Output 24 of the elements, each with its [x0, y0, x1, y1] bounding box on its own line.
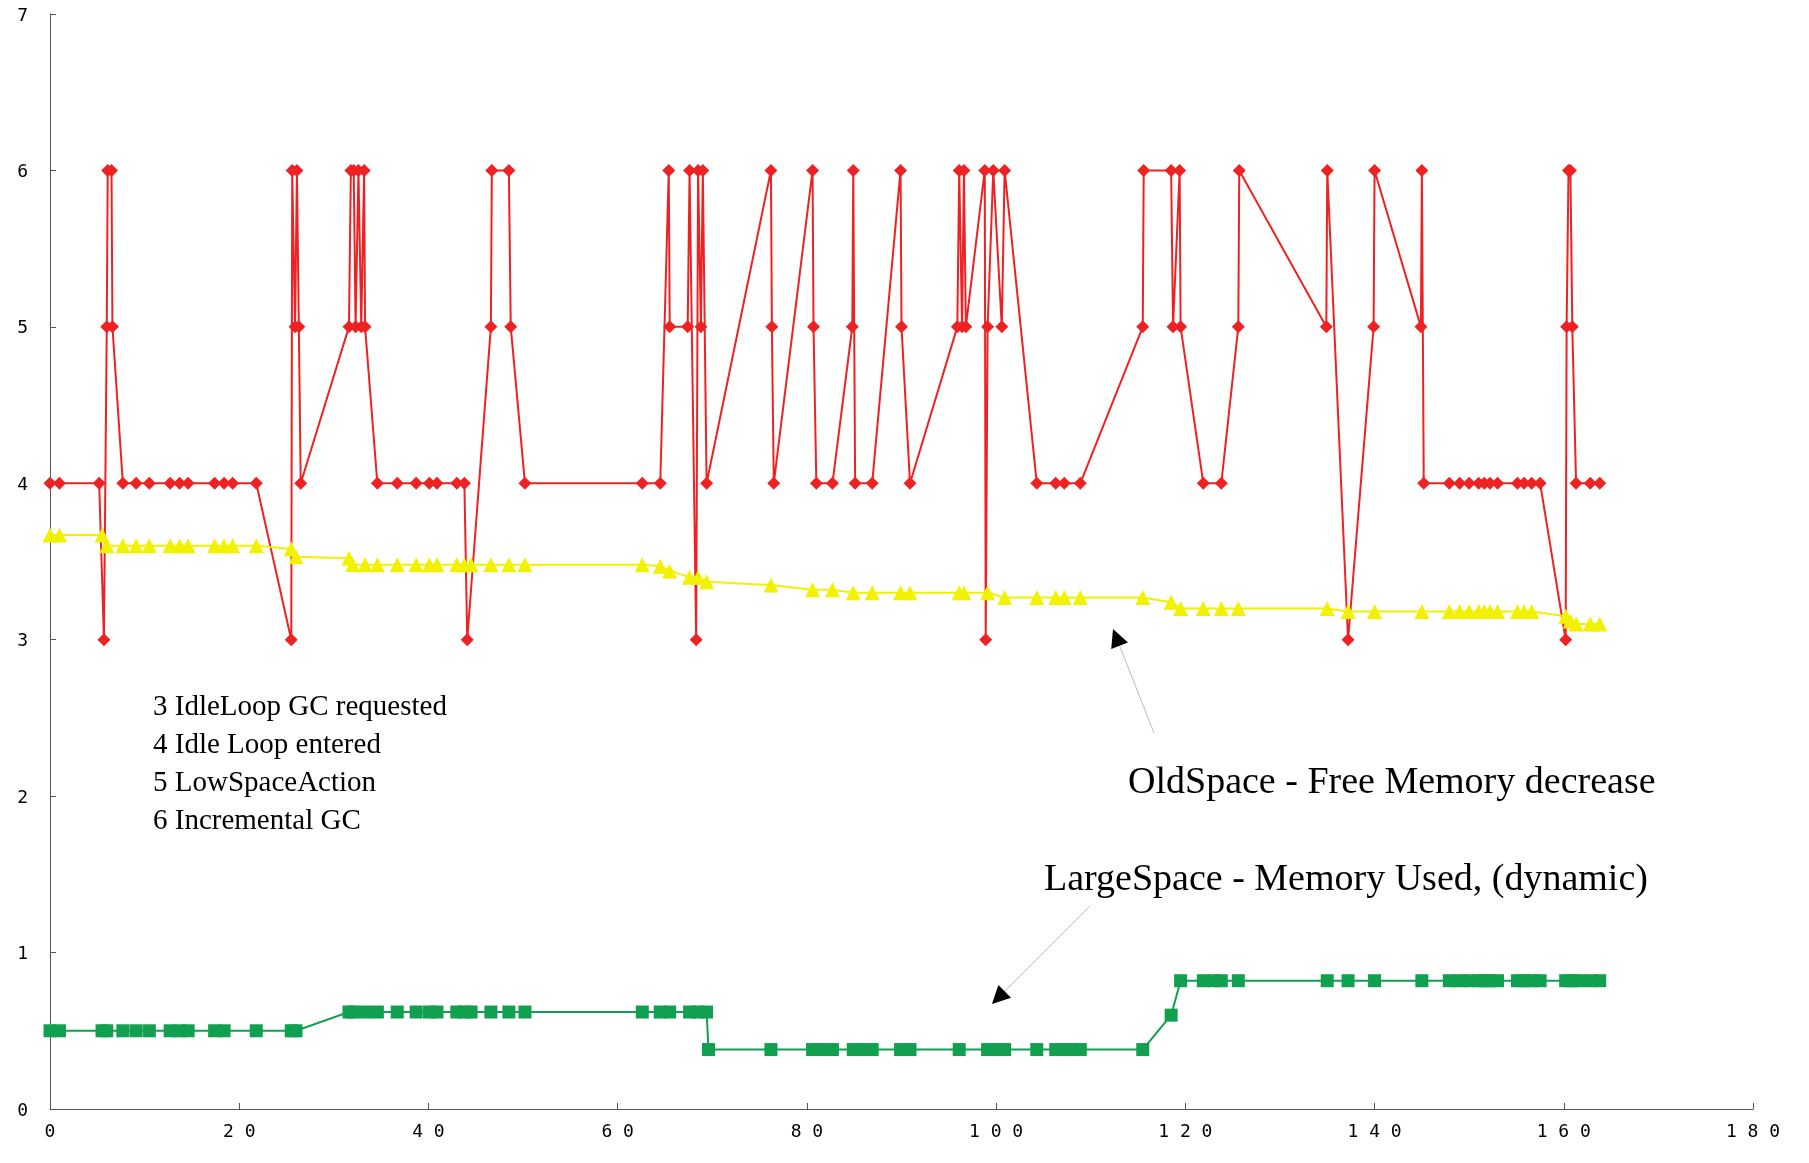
annotation: 4 Idle Loop entered [153, 727, 382, 759]
annotation: 5 LowSpaceAction [153, 765, 377, 797]
annotation: OldSpace - Free Memory decrease [1128, 759, 1656, 801]
x-tick-label: 6 0 [601, 1119, 634, 1141]
y-tick-label: 1 [17, 942, 28, 964]
y-tick-label: 7 [17, 3, 28, 25]
x-tick-label: 1 8 0 [1725, 1119, 1781, 1141]
x-tick-label: 1 0 0 [969, 1119, 1024, 1141]
annotation: 3 IdleLoop GC requested [153, 689, 448, 721]
y-tick-label: 2 [17, 785, 28, 807]
x-tick-label: 1 6 0 [1536, 1119, 1591, 1141]
x-tick-label: 8 0 [790, 1119, 824, 1141]
y-tick-label: 5 [17, 316, 28, 338]
y-tick-label: 6 [17, 159, 28, 181]
annotation: 6 Incremental GC [153, 803, 361, 835]
annotation: LargeSpace - Memory Used, (dynamic) [1044, 856, 1648, 899]
y-tick-label: 4 [17, 472, 28, 494]
x-tick-label: 4 0 [412, 1119, 445, 1141]
x-tick-label: 1 4 0 [1347, 1119, 1402, 1141]
y-tick-label: 3 [17, 629, 28, 651]
x-tick-label: 2 0 [222, 1119, 256, 1141]
y-tick-label: 0 [17, 1098, 28, 1120]
x-tick-label: 1 2 0 [1158, 1119, 1213, 1141]
x-tick-label: 0 [44, 1119, 56, 1141]
